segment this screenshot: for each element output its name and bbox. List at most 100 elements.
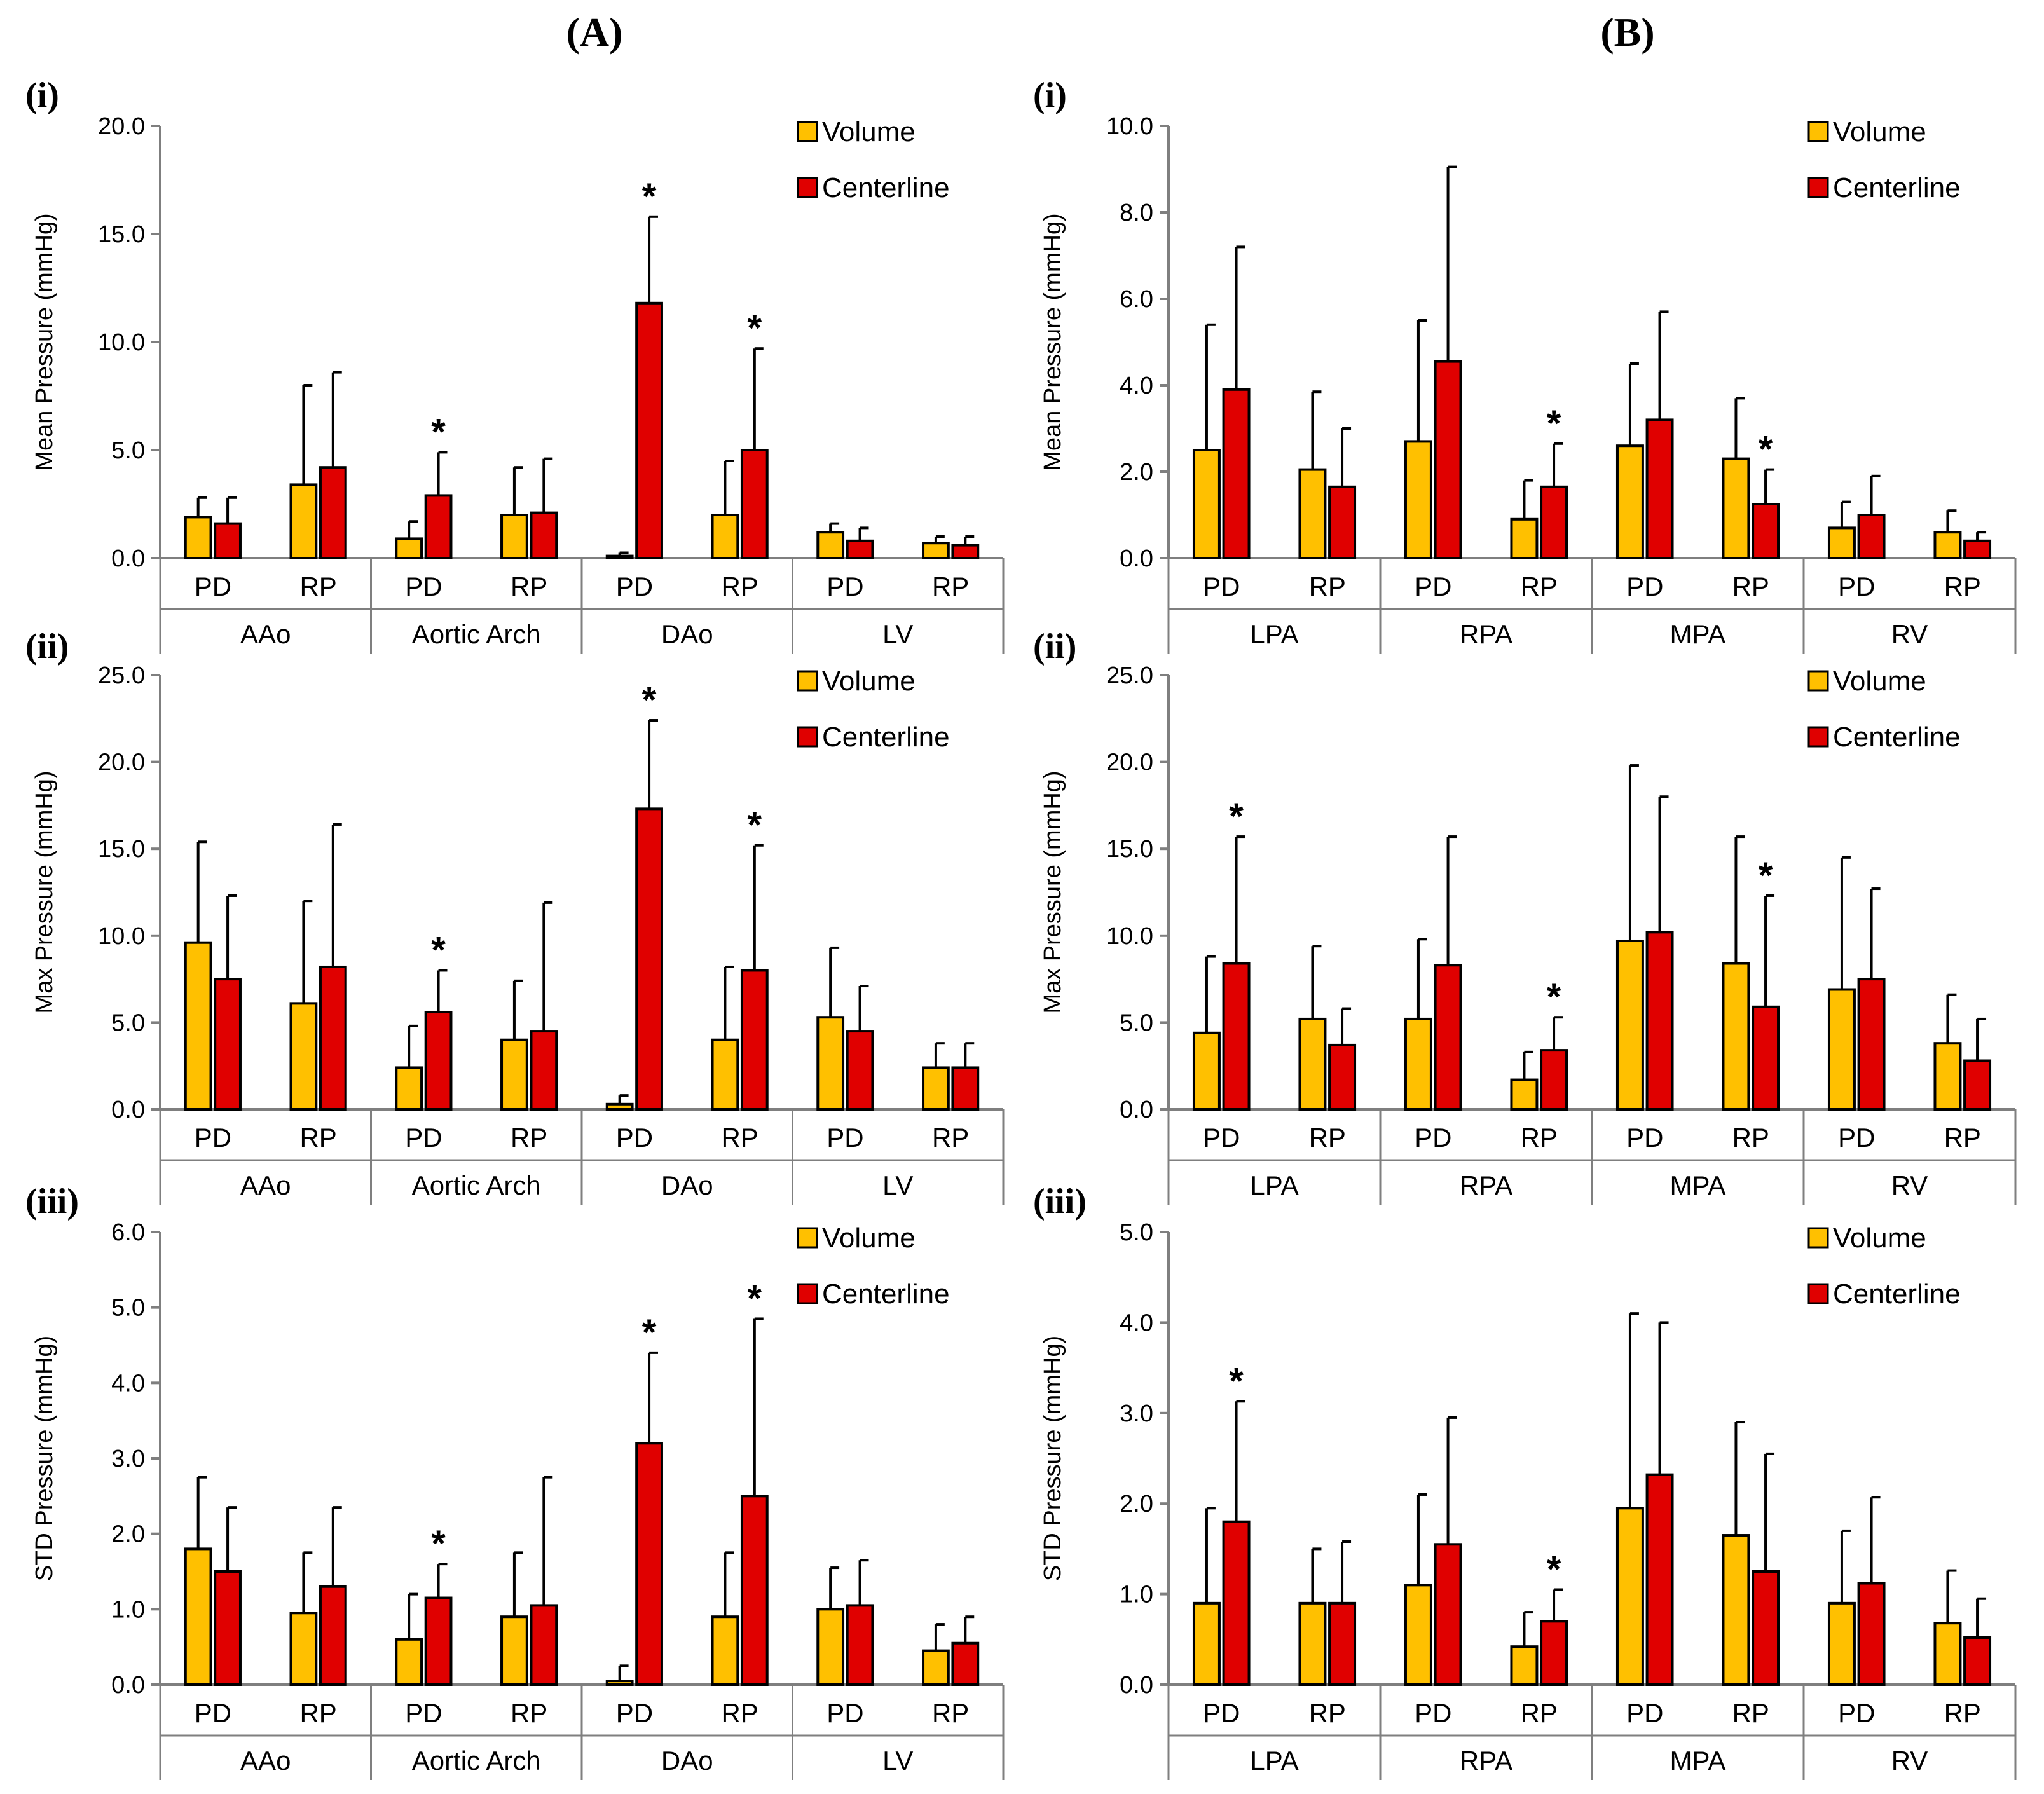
x-tick-label: PD: [616, 1698, 653, 1728]
y-tick-label: 0.0: [111, 545, 145, 572]
bar-centerline: [214, 978, 242, 1111]
bar-centerline: [1963, 1636, 1992, 1686]
bar-centerline: [1752, 1005, 1780, 1111]
y-tick-label: 8.0: [1120, 200, 1153, 226]
y-tick-label: 25.0: [1106, 662, 1153, 689]
bar-volume: [500, 1615, 528, 1686]
x-tick-label: RP: [1309, 1123, 1346, 1153]
bar-volume: [395, 1066, 423, 1111]
bar-centerline: [1328, 1601, 1357, 1687]
significance-star: *: [1547, 403, 1561, 444]
bar-centerline: [1434, 964, 1462, 1111]
bar-volume: [395, 537, 423, 560]
y-tick-label: 1.0: [111, 1596, 145, 1623]
legend-swatch-centerline: [1807, 177, 1829, 198]
legend-label: Volume: [1833, 116, 1926, 147]
bar-volume: [1615, 939, 1644, 1111]
legend-label: Volume: [822, 1222, 916, 1254]
y-tick-label: 10.0: [98, 329, 145, 356]
x-group-label: MPA: [1670, 619, 1726, 649]
bar-centerline: [951, 1066, 980, 1111]
bar-centerline: [1752, 1570, 1780, 1686]
significance-star: *: [1759, 429, 1773, 470]
significance-star: *: [431, 929, 446, 971]
bar-centerline: [1857, 1582, 1886, 1686]
y-tick-label: 2.0: [1120, 459, 1153, 486]
bar-centerline: [1434, 1543, 1462, 1687]
panel-label: (ii): [25, 627, 69, 666]
x-tick-label: RP: [299, 572, 336, 601]
bar-volume: [1933, 531, 1962, 560]
y-axis-label: Mean Pressure (mmHg): [31, 213, 58, 470]
x-group-label: AAo: [240, 619, 291, 649]
bar-centerline: [214, 522, 242, 559]
bar-volume: [922, 1066, 950, 1111]
bar-centerline: [319, 466, 347, 560]
y-tick-label: 0.0: [1120, 545, 1153, 572]
bar-centerline: [740, 969, 769, 1111]
x-tick-label: PD: [1838, 572, 1875, 601]
chart-b-3: (iii) 0.0 1.0 2.0 3.0 4.0 5.0 STD Pressure (mmH…: [1033, 1182, 2017, 1780]
legend-swatch-volume: [1807, 121, 1829, 142]
y-tick-label: 10.0: [1106, 113, 1153, 140]
bar-centerline: [1645, 418, 1674, 560]
bar-centerline: [1222, 388, 1251, 559]
y-axis-label: Mean Pressure (mmHg): [1039, 213, 1066, 470]
bar-volume: [1722, 457, 1750, 559]
x-group-label: LV: [882, 1170, 913, 1200]
y-tick-label: 3.0: [111, 1446, 145, 1472]
significance-star: *: [1547, 976, 1561, 1018]
bar-volume: [1827, 988, 1856, 1111]
bar-centerline: [740, 449, 769, 559]
y-tick-label: 2.0: [111, 1521, 145, 1548]
y-tick-label: 5.0: [1120, 1010, 1153, 1036]
bar-volume: [1933, 1622, 1962, 1686]
x-tick-label: PD: [1203, 1123, 1240, 1153]
bar-centerline: [1963, 1059, 1992, 1111]
x-tick-label: PD: [1415, 1698, 1451, 1728]
legend-label: Centerline: [822, 172, 950, 203]
bar-centerline: [1857, 978, 1886, 1111]
bar-centerline: [1328, 485, 1357, 559]
x-group-label: DAo: [661, 619, 713, 649]
y-tick-label: 4.0: [1120, 1310, 1153, 1336]
x-tick-label: RP: [1944, 572, 1981, 601]
x-group-label: MPA: [1670, 1746, 1726, 1776]
bar-centerline: [530, 1604, 558, 1686]
bar-centerline: [1540, 1620, 1568, 1687]
x-group-label: RV: [1891, 1746, 1928, 1776]
bar-volume: [184, 941, 212, 1111]
bar-volume: [816, 531, 845, 560]
bar-volume: [500, 514, 528, 559]
x-tick-label: PD: [1838, 1698, 1875, 1728]
bar-centerline: [1645, 1473, 1674, 1687]
legend-label: Volume: [1833, 666, 1926, 697]
significance-star: *: [431, 411, 446, 453]
x-tick-label: RP: [932, 572, 969, 601]
bar-volume: [1827, 526, 1856, 560]
x-tick-label: RP: [1309, 1698, 1346, 1728]
x-tick-label: PD: [195, 1698, 231, 1728]
bar-volume: [711, 1038, 739, 1111]
y-tick-label: 6.0: [1120, 286, 1153, 313]
bar-centerline: [1963, 539, 1992, 559]
bar-centerline: [1540, 1049, 1568, 1111]
bar-volume: [184, 516, 212, 560]
x-tick-label: PD: [1415, 1123, 1451, 1153]
y-tick-label: 5.0: [111, 437, 145, 464]
x-tick-label: RP: [511, 572, 547, 601]
bar-centerline: [740, 1495, 769, 1686]
x-tick-label: PD: [195, 1123, 231, 1153]
bar-volume: [1615, 1507, 1644, 1687]
significance-star: *: [1229, 796, 1244, 837]
bar-centerline: [424, 494, 453, 560]
y-tick-label: 0.0: [111, 1097, 145, 1123]
chart-b-2: (ii) 0.0 5.0 10.0 15.0 20.0 25.0 Max Pressure (…: [1033, 627, 2017, 1205]
x-tick-label: PD: [1626, 1123, 1663, 1153]
bar-centerline: [424, 1596, 453, 1687]
charts-container: (i) 0.0 5.0 10.0 15.0 20.0 Mean Pressure (mmHg…: [25, 76, 2017, 1780]
bar-volume: [1510, 1645, 1539, 1686]
bar-centerline: [319, 965, 347, 1111]
x-group-label: Aortic Arch: [412, 1746, 541, 1776]
